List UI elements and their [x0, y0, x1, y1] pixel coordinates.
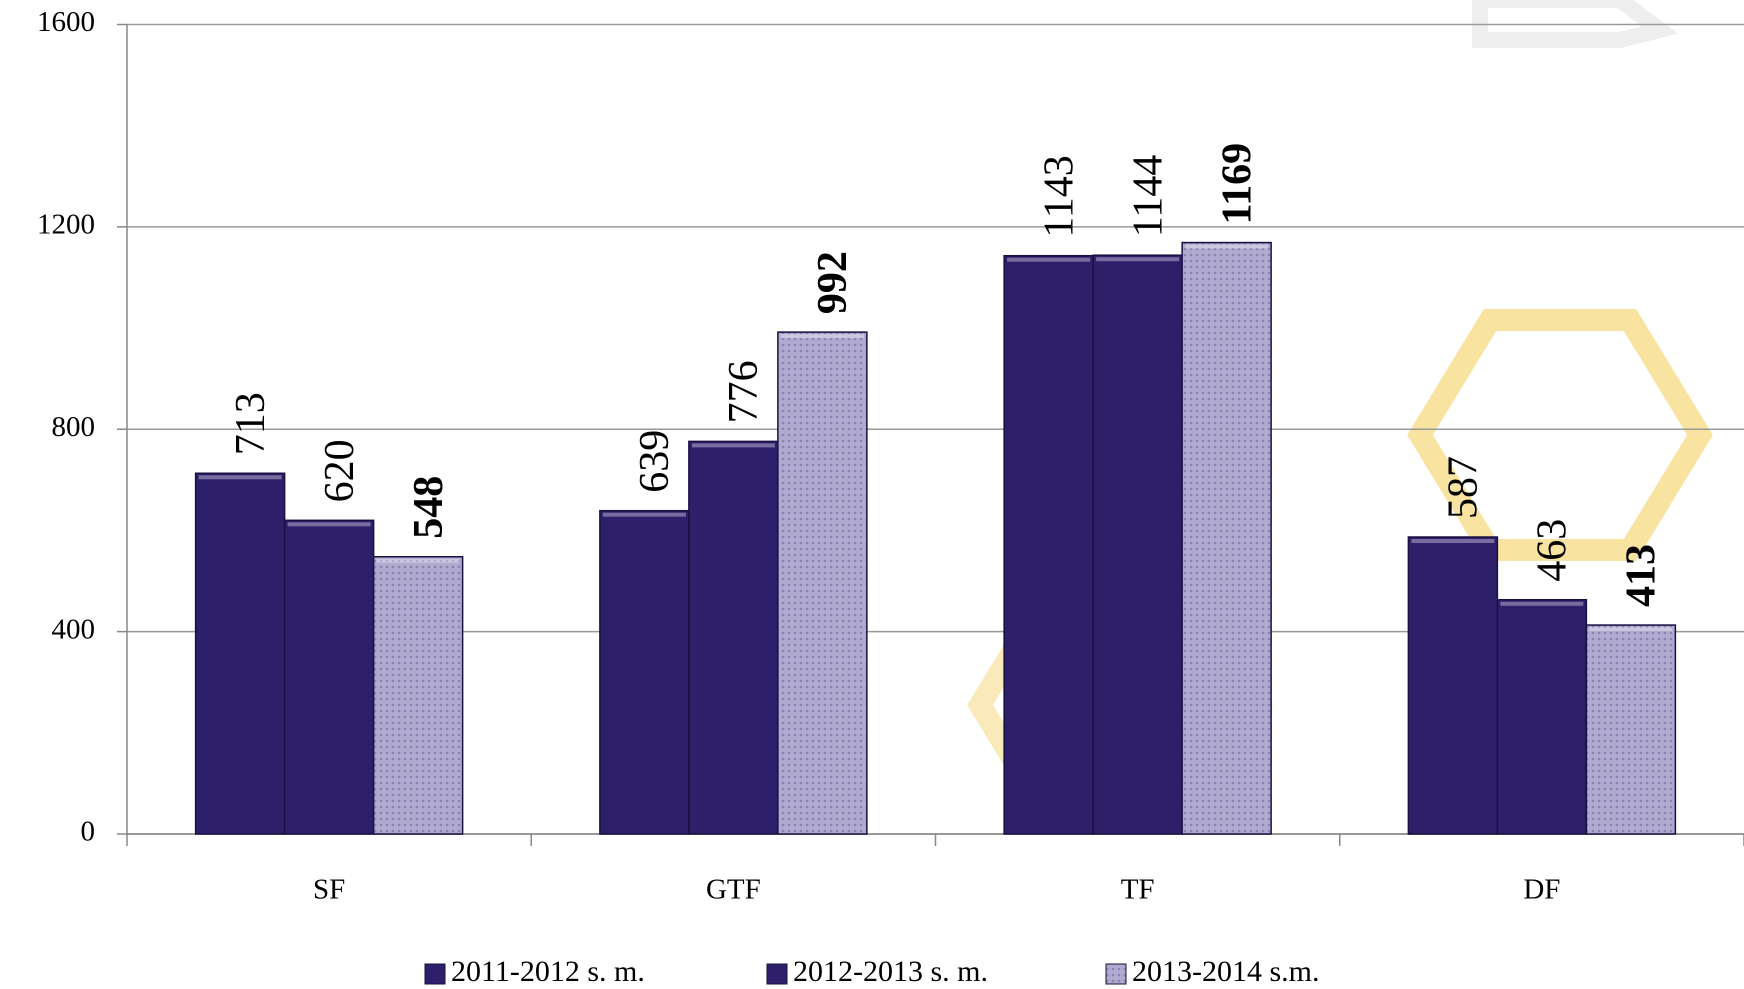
x-tick-label: GTF	[706, 874, 761, 906]
bar-highlight	[1500, 601, 1584, 606]
bar	[1407, 536, 1499, 835]
legend-swatch	[766, 963, 788, 985]
bar	[283, 519, 375, 835]
data-label: 776	[721, 360, 767, 423]
bar-highlight	[198, 475, 282, 480]
legend-swatch	[1105, 963, 1127, 985]
bar-highlight	[1589, 627, 1673, 632]
y-tick-label: 800	[52, 411, 96, 443]
bar	[1003, 254, 1094, 835]
y-tick-label: 1600	[37, 6, 95, 38]
x-tick-label: SF	[313, 874, 345, 906]
bar-highlight	[376, 558, 460, 563]
data-label: 1169	[1214, 143, 1260, 225]
y-tick-label: 400	[52, 613, 96, 645]
bar	[1092, 254, 1183, 835]
bar	[688, 440, 779, 835]
legend-label: 2011-2012 s. m.	[451, 955, 645, 988]
bar-highlight	[287, 522, 371, 527]
bar	[1585, 624, 1677, 835]
data-label: 992	[810, 251, 856, 314]
data-label: 1143	[1036, 155, 1082, 237]
bar-highlight	[1096, 257, 1180, 262]
legend-label: 2012-2013 s. m.	[793, 955, 988, 988]
data-label: 587	[1441, 456, 1487, 519]
data-label: 463	[1530, 519, 1576, 582]
data-label: 620	[317, 439, 363, 502]
bar	[1496, 599, 1588, 835]
data-label: 713	[228, 392, 274, 455]
data-label: 1144	[1125, 155, 1171, 237]
data-label: 639	[632, 430, 678, 493]
y-tick-label: 1200	[37, 209, 95, 241]
bar-highlight	[780, 334, 864, 339]
bar	[194, 472, 286, 835]
bar-highlight	[691, 443, 775, 448]
bar-highlight	[1185, 244, 1269, 249]
bar-highlight	[1007, 257, 1091, 262]
bar	[599, 509, 690, 835]
x-tick-label: TF	[1121, 874, 1155, 906]
y-tick-label: 0	[81, 816, 96, 848]
bar	[372, 555, 464, 835]
x-tick-label: DF	[1523, 874, 1560, 906]
legend-label: 2013-2014 s.m.	[1132, 955, 1320, 988]
data-label: 548	[406, 476, 452, 539]
bar	[777, 331, 868, 835]
bar-highlight	[602, 512, 686, 517]
data-label: 413	[1619, 544, 1665, 607]
bar-highlight	[1411, 539, 1495, 544]
legend-swatch	[424, 963, 446, 985]
bar	[1181, 241, 1272, 835]
